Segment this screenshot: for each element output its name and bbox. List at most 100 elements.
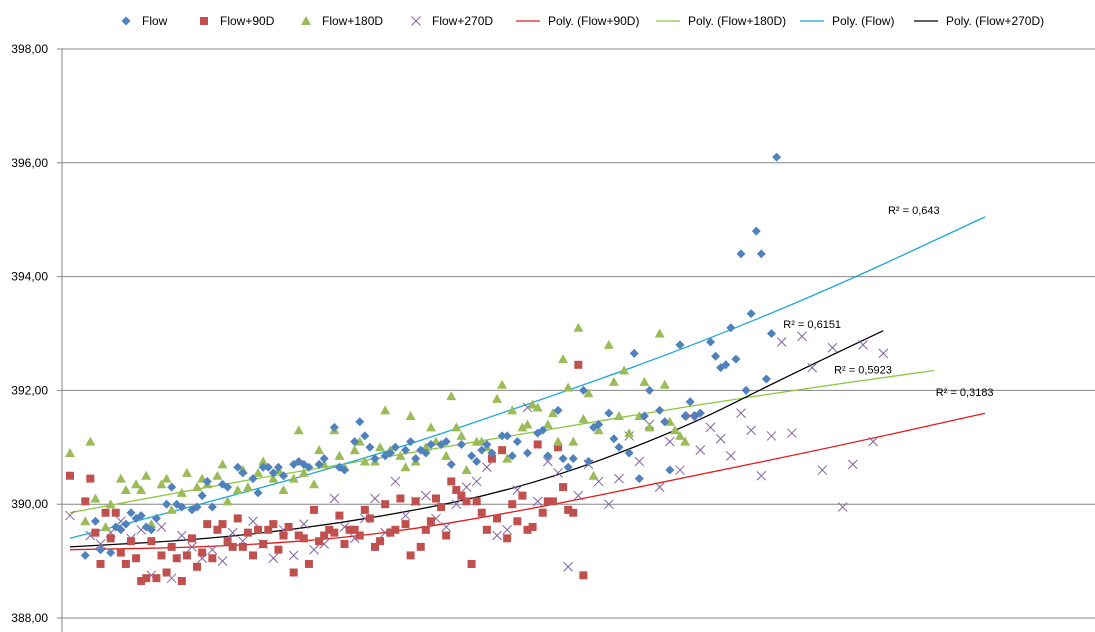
- data-point: [416, 542, 425, 551]
- data-point: [86, 474, 95, 483]
- data-point: [411, 16, 421, 26]
- data-point: [522, 419, 533, 429]
- y-tick-label: 398,00: [11, 42, 48, 56]
- data-point: [131, 479, 142, 489]
- data-points: [65, 152, 889, 586]
- data-point: [523, 525, 532, 534]
- data-point: [564, 505, 573, 514]
- data-point: [594, 420, 604, 430]
- data-point: [400, 510, 411, 521]
- data-point: [115, 473, 126, 483]
- data-point: [188, 534, 196, 543]
- data-point: [502, 453, 513, 463]
- data-point: [243, 528, 252, 537]
- data-point: [162, 568, 171, 577]
- data-point: [212, 470, 223, 480]
- data-point: [207, 544, 218, 555]
- data-point: [579, 571, 588, 580]
- data-point: [446, 391, 457, 401]
- data-point: [441, 437, 451, 447]
- data-point: [309, 544, 319, 555]
- data-point: [370, 493, 380, 504]
- data-point: [487, 448, 497, 458]
- data-point: [395, 450, 406, 460]
- data-point: [588, 470, 599, 480]
- data-point: [137, 577, 146, 586]
- data-point: [66, 471, 74, 480]
- data-point: [644, 422, 655, 432]
- data-point: [187, 542, 197, 552]
- data-point: [284, 522, 293, 531]
- data-point: [446, 459, 456, 469]
- data-point: [380, 405, 391, 415]
- trendline: [69, 216, 986, 539]
- data-point: [259, 540, 268, 549]
- data-point: [507, 451, 517, 461]
- data-point: [334, 450, 345, 460]
- data-point: [314, 459, 324, 469]
- data-point: [293, 425, 304, 435]
- data-point: [200, 17, 208, 25]
- data-point: [660, 417, 670, 427]
- data-point: [385, 448, 395, 458]
- data-point: [827, 342, 838, 353]
- data-point: [578, 413, 589, 423]
- y-tick-label: 388,00: [11, 611, 48, 625]
- data-point: [452, 485, 461, 494]
- data-point: [248, 516, 258, 527]
- data-point: [96, 559, 105, 568]
- data-point: [203, 520, 212, 529]
- r2-label: R² = 0,5923: [834, 364, 892, 376]
- data-point: [481, 462, 492, 473]
- data-point: [421, 448, 431, 458]
- data-point: [680, 411, 690, 421]
- data-point: [391, 525, 400, 534]
- legend: Flow Flow+90D Flow+180D Flow+270D Poly. (Flo…: [121, 14, 1044, 28]
- data-point: [411, 497, 420, 506]
- data-point: [232, 484, 243, 494]
- legend-entry: Poly. (Flow): [800, 14, 894, 28]
- data-point: [319, 454, 329, 464]
- data-point: [264, 525, 273, 534]
- data-point: [405, 411, 416, 421]
- data-point: [65, 447, 75, 457]
- legend-entry: Flow+270D: [411, 14, 493, 28]
- data-point: [85, 436, 96, 446]
- data-point: [406, 437, 416, 447]
- data-point: [772, 152, 782, 162]
- data-point: [406, 551, 415, 560]
- data-point: [162, 499, 172, 509]
- data-point: [442, 531, 451, 540]
- data-point: [176, 487, 187, 497]
- data-point: [350, 437, 360, 447]
- data-point: [766, 431, 777, 441]
- data-point: [411, 454, 421, 464]
- data-point: [426, 517, 435, 526]
- y-tick-label: 394,00: [11, 270, 48, 284]
- r2-label: R² = 0,3183: [936, 387, 994, 399]
- data-point: [359, 456, 370, 466]
- data-point: [268, 473, 279, 483]
- legend-label: Flow+270D: [432, 14, 493, 28]
- data-point: [269, 520, 278, 529]
- legend-label: Poly. (Flow): [832, 14, 894, 28]
- data-point: [741, 385, 751, 395]
- data-point: [340, 465, 349, 475]
- data-point: [121, 559, 130, 568]
- data-point: [386, 528, 395, 537]
- data-point: [376, 537, 385, 546]
- data-point: [90, 493, 101, 503]
- data-point: [533, 440, 542, 449]
- data-point: [400, 462, 411, 472]
- data-point: [695, 445, 706, 455]
- data-point: [345, 525, 354, 534]
- data-point: [279, 471, 288, 481]
- r2-label: R² = 0,643: [888, 205, 940, 217]
- data-point: [847, 459, 858, 470]
- data-point: [370, 454, 380, 464]
- data-point: [396, 494, 405, 503]
- data-point: [233, 514, 242, 523]
- data-point: [298, 467, 309, 477]
- data-point: [664, 436, 675, 447]
